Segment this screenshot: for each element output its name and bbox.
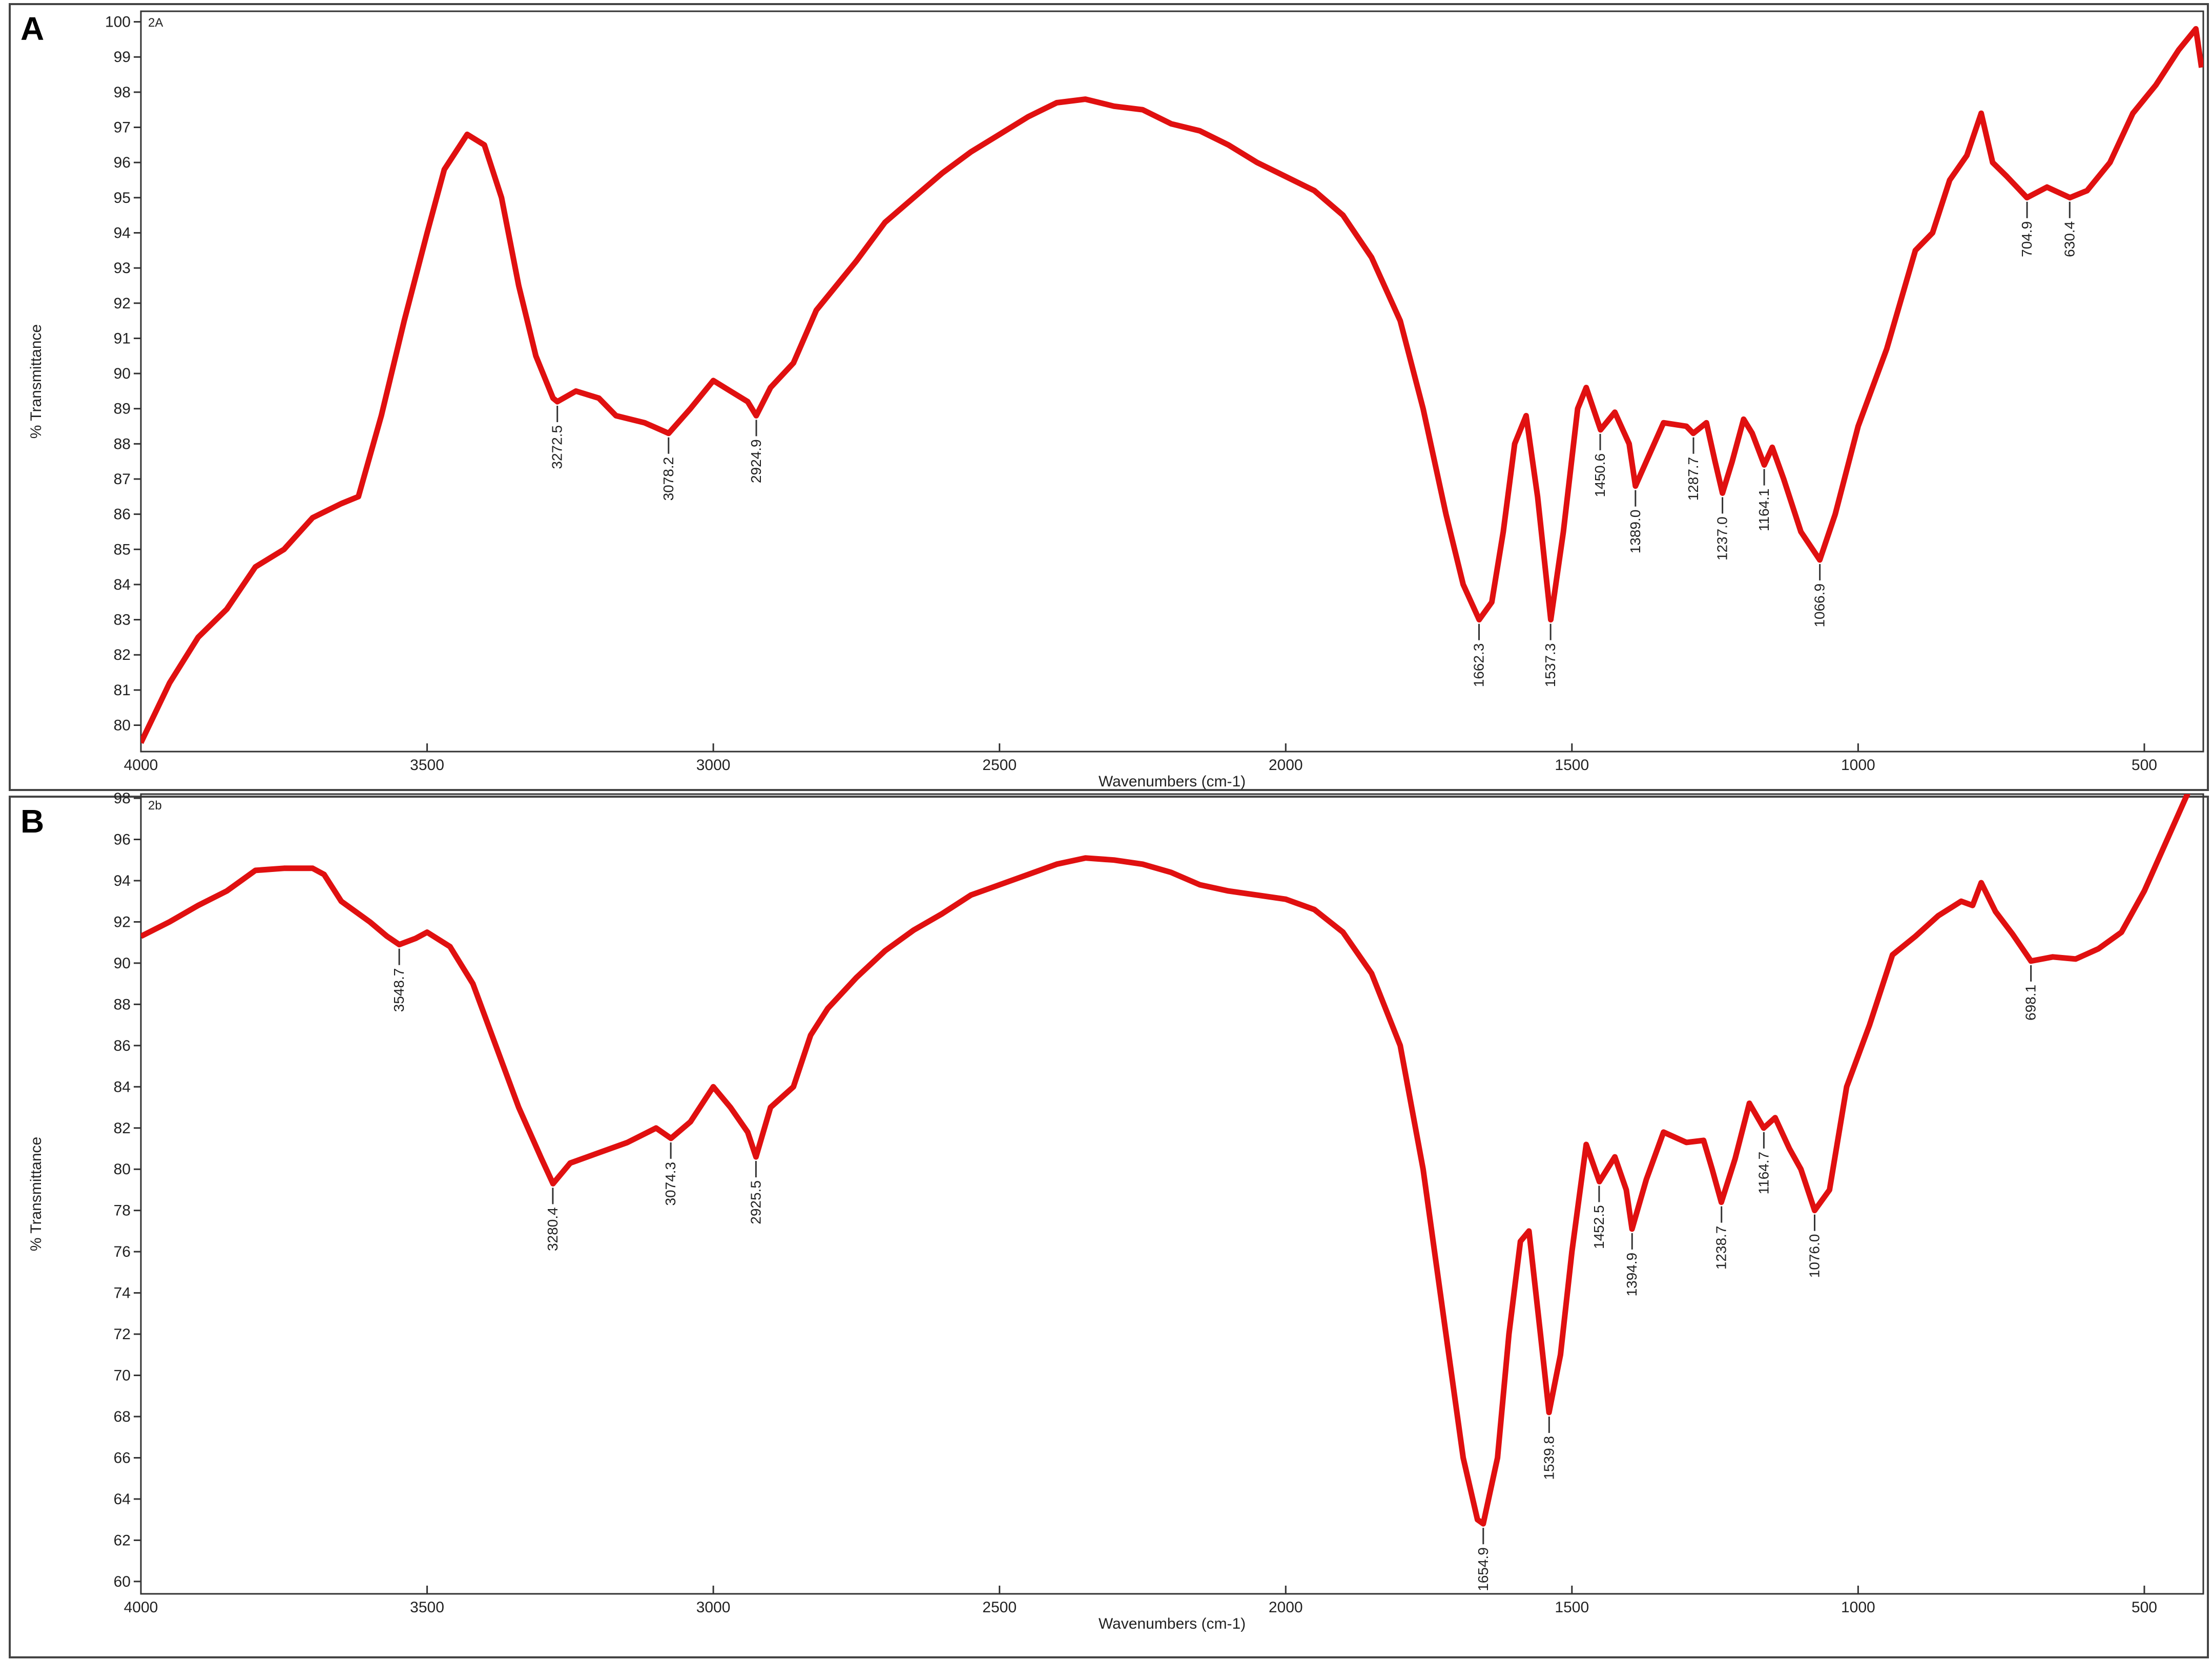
panel-frame [9, 3, 2209, 791]
peak-label: 1539.8 [1541, 1436, 1557, 1480]
y-tick-label: 85 [114, 541, 131, 558]
panel: B 2b 60 62 64 66 68 70 72 74 76 78 80 82 84 86 88 90 92 94 9… [9, 790, 2209, 1658]
peak-label: 698.1 [2023, 985, 2039, 1021]
y-tick-label: 64 [114, 1491, 131, 1508]
y-axis-label: % Transmittance [28, 1137, 45, 1251]
y-tick-label: 92 [114, 295, 131, 312]
chart-title: 2b [148, 799, 162, 813]
y-tick-label: 94 [114, 224, 131, 241]
x-tick-label: 4000 [124, 757, 158, 774]
panel-frame [9, 796, 2209, 1658]
y-tick-label: 68 [114, 1408, 131, 1425]
x-tick-label: 3000 [696, 1599, 731, 1616]
chart-title: 2A [148, 16, 163, 30]
y-tick-label: 60 [114, 1573, 131, 1590]
y-tick-label: 90 [114, 365, 131, 382]
peak-label: 3078.2 [660, 457, 676, 501]
y-tick-label: 93 [114, 260, 131, 277]
plot-frame [140, 10, 2204, 753]
x-tick-label: 500 [2132, 1599, 2157, 1616]
y-tick-label: 87 [114, 471, 131, 488]
x-tick-label: 2500 [982, 1599, 1017, 1616]
x-tick-label: 2000 [1269, 1599, 1303, 1616]
peak-label: 3272.5 [549, 425, 565, 469]
x-axis-label: Wavenumbers (cm-1) [1099, 1615, 1246, 1632]
peak-label: 630.4 [2061, 221, 2077, 257]
y-tick-label: 96 [114, 154, 131, 171]
y-tick-label: 66 [114, 1449, 131, 1466]
y-tick-label: 82 [114, 647, 131, 663]
y-tick-label: 88 [114, 996, 131, 1013]
y-tick-label: 83 [114, 612, 131, 629]
y-tick-label: 97 [114, 119, 131, 136]
y-tick-label: 89 [114, 401, 131, 418]
y-tick-label: 91 [114, 330, 131, 347]
y-tick-label: 99 [114, 49, 131, 66]
y-tick-label: 96 [114, 832, 131, 848]
plot-frame [140, 793, 2204, 1595]
peak-label: 1287.7 [1685, 457, 1701, 501]
x-tick-label: 1000 [1841, 1599, 1875, 1616]
y-tick-label: 86 [114, 506, 131, 523]
peak-label: 704.9 [2019, 221, 2035, 257]
peak-label: 1394.9 [1624, 1253, 1640, 1297]
peak-label: 1164.1 [1756, 489, 1772, 532]
y-tick-label: 98 [114, 790, 131, 807]
peak-label: 1662.3 [1471, 643, 1487, 688]
y-tick-label: 90 [114, 955, 131, 972]
y-tick-label: 84 [114, 576, 131, 593]
y-tick-label: 88 [114, 435, 131, 452]
y-tick-label: 82 [114, 1120, 131, 1137]
x-tick-label: 1500 [1555, 757, 1589, 774]
spectrum-line [141, 26, 2203, 744]
y-tick-label: 84 [114, 1078, 131, 1095]
x-tick-label: 3500 [410, 757, 444, 774]
y-tick-label: 72 [114, 1326, 131, 1343]
y-tick-label: 78 [114, 1202, 131, 1219]
spectrum-line [141, 794, 2190, 1527]
peak-label: 1164.7 [1755, 1152, 1771, 1195]
panel: A 2A 80 81 82 83 84 85 86 87 88 89 90 91 92 93 94 95 96 97 9… [9, 3, 2209, 791]
peak-label: 1066.9 [1812, 584, 1828, 628]
peak-label: 1654.9 [1475, 1547, 1491, 1591]
y-tick-label: 80 [114, 1161, 131, 1178]
y-tick-label: 62 [114, 1532, 131, 1549]
peak-label: 1076.0 [1806, 1234, 1822, 1278]
x-tick-label: 1000 [1841, 757, 1875, 774]
y-tick-label: 100 [105, 14, 131, 31]
x-tick-label: 3500 [410, 1599, 444, 1616]
y-tick-label: 95 [114, 190, 131, 206]
peak-label: 1238.7 [1713, 1226, 1729, 1270]
peak-label: 1452.5 [1591, 1205, 1607, 1249]
peak-label: 1389.0 [1627, 510, 1643, 554]
y-tick-label: 81 [114, 682, 131, 699]
peak-label: 1450.6 [1592, 453, 1608, 497]
x-tick-label: 2000 [1269, 757, 1303, 774]
y-tick-label: 70 [114, 1367, 131, 1384]
peak-label: 2925.5 [748, 1180, 763, 1224]
y-tick-label: 98 [114, 84, 131, 101]
y-tick-label: 76 [114, 1243, 131, 1260]
peak-label: 3074.3 [663, 1162, 678, 1206]
y-tick-label: 80 [114, 717, 131, 734]
x-tick-label: 3000 [696, 757, 731, 774]
y-tick-label: 94 [114, 872, 131, 889]
x-axis-label: Wavenumbers (cm-1) [1099, 773, 1246, 790]
peak-label: 1537.3 [1542, 643, 1558, 688]
peak-label: 1237.0 [1714, 516, 1730, 560]
x-tick-label: 4000 [124, 1599, 158, 1616]
peak-label: 3548.7 [391, 968, 407, 1012]
panel-label: A [20, 10, 44, 47]
y-tick-label: 86 [114, 1037, 131, 1054]
panel-label: B [20, 803, 44, 840]
x-tick-label: 1500 [1555, 1599, 1589, 1616]
x-tick-label: 2500 [982, 757, 1017, 774]
y-tick-label: 92 [114, 913, 131, 930]
x-tick-label: 500 [2132, 757, 2157, 774]
peak-label: 2924.9 [748, 439, 764, 483]
y-axis-label: % Transmittance [28, 324, 45, 439]
peak-label: 3280.4 [545, 1207, 561, 1251]
y-tick-label: 74 [114, 1285, 131, 1302]
